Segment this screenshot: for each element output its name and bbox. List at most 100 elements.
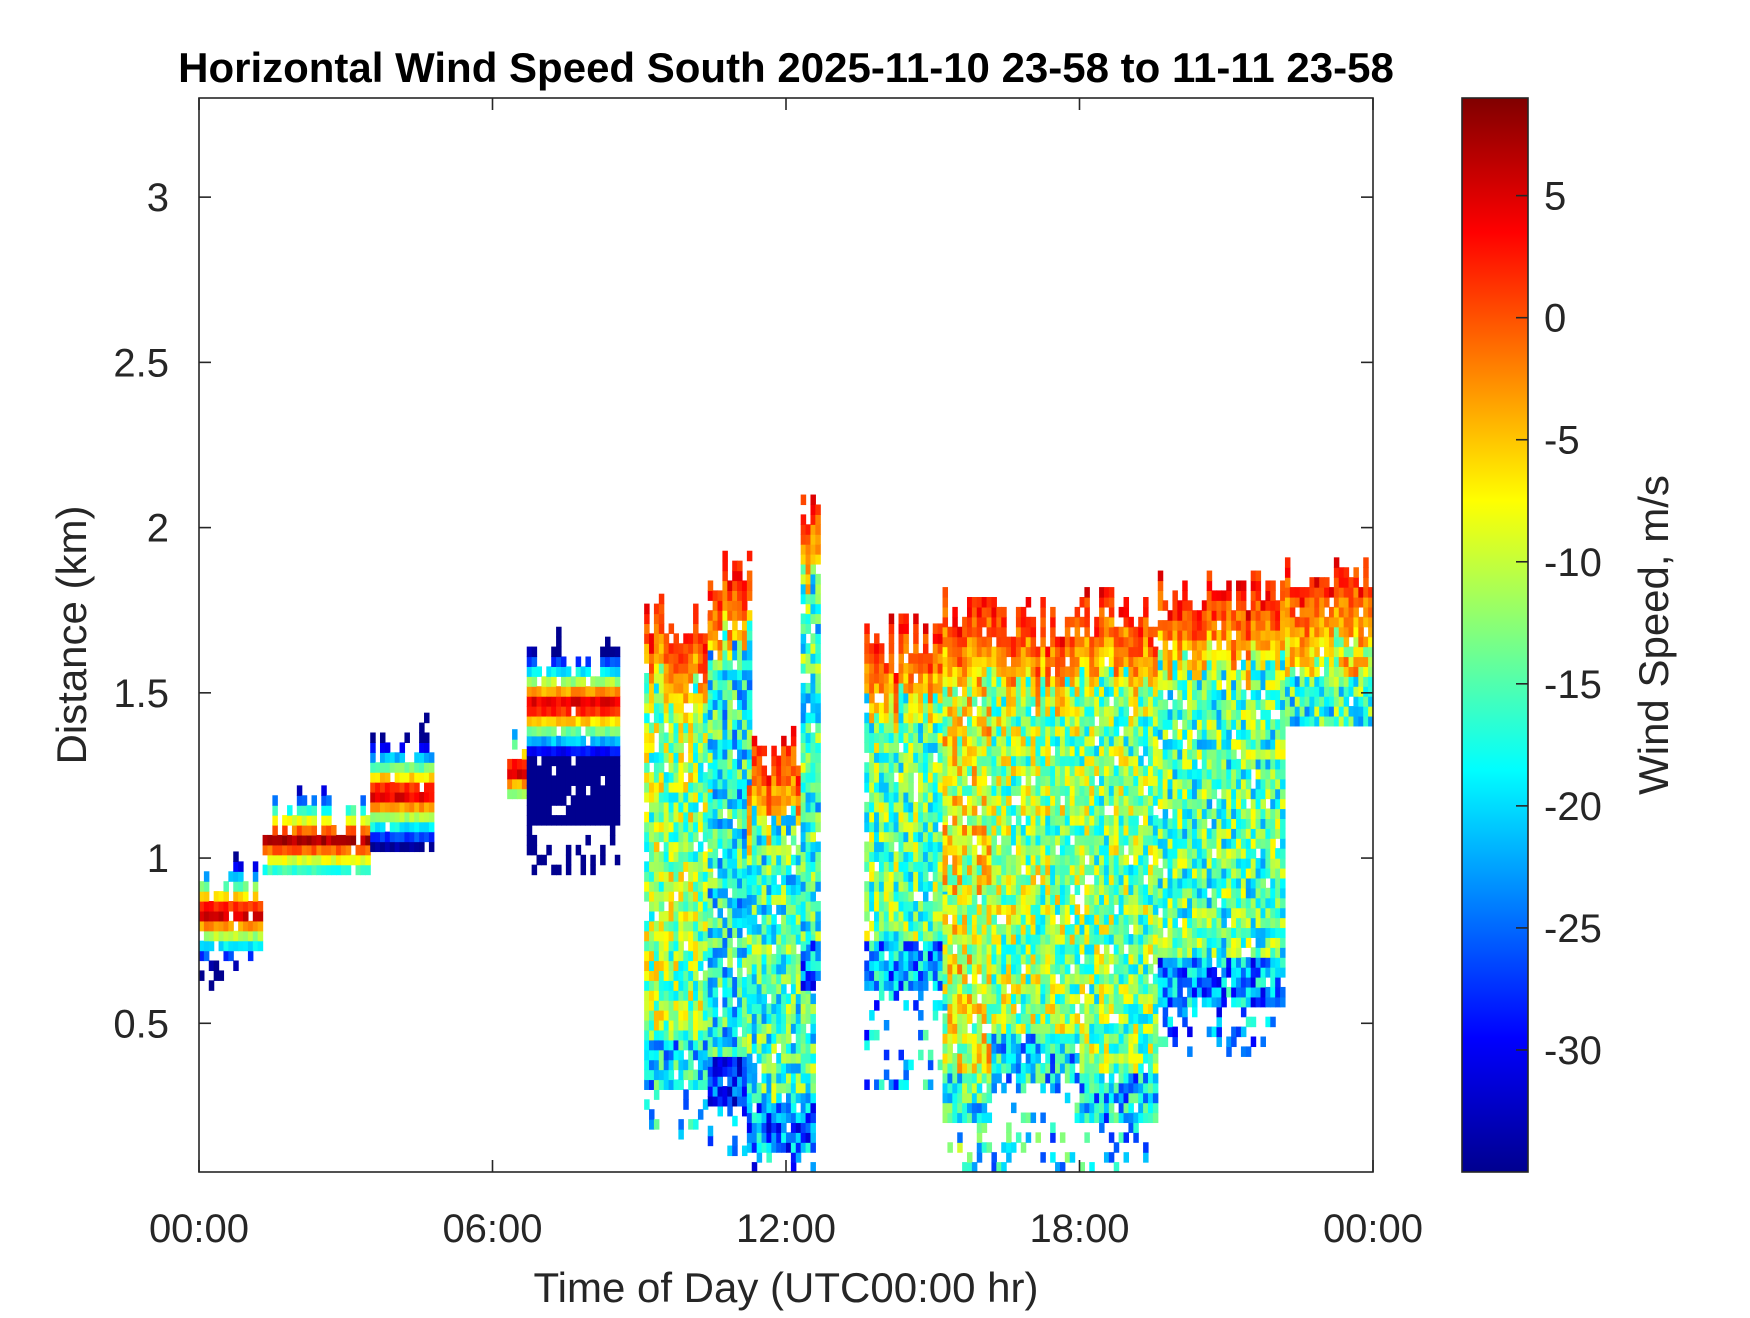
heatmap-cell bbox=[781, 785, 787, 796]
heatmap-cell bbox=[756, 795, 763, 806]
heatmap-cell bbox=[678, 762, 684, 773]
heatmap-cell bbox=[927, 673, 934, 684]
heatmap-cell bbox=[683, 633, 689, 644]
heatmap-cell bbox=[893, 970, 900, 981]
heatmap-cell bbox=[800, 653, 807, 664]
heatmap-cell bbox=[512, 768, 518, 780]
heatmap-cell bbox=[947, 1112, 953, 1124]
heatmap-cell bbox=[937, 633, 944, 644]
heatmap-cell bbox=[1006, 1023, 1012, 1034]
heatmap-cell bbox=[1011, 646, 1017, 658]
heatmap-cell bbox=[932, 722, 939, 734]
heatmap-cell bbox=[815, 762, 821, 773]
heatmap-cell bbox=[546, 745, 552, 757]
heatmap-cell bbox=[874, 950, 880, 962]
heatmap-cell bbox=[1015, 616, 1022, 628]
heatmap-cell bbox=[913, 752, 919, 763]
heatmap-cell bbox=[712, 749, 719, 760]
heatmap-cell bbox=[717, 1016, 724, 1028]
heatmap-cell bbox=[355, 864, 362, 876]
heatmap-cell bbox=[991, 934, 997, 945]
heatmap-cell bbox=[888, 722, 895, 734]
heatmap-cell bbox=[1113, 924, 1120, 935]
heatmap-cell bbox=[1045, 924, 1051, 935]
heatmap-cell bbox=[908, 742, 914, 753]
heatmap-cell bbox=[795, 795, 802, 806]
heatmap-cell bbox=[213, 901, 220, 912]
heatmap-cell bbox=[790, 775, 797, 786]
heatmap-cell bbox=[516, 768, 523, 780]
heatmap-cell bbox=[746, 719, 753, 730]
heatmap-cell bbox=[1020, 636, 1027, 648]
heatmap-cell bbox=[1103, 934, 1110, 945]
heatmap-cell bbox=[869, 742, 875, 753]
heatmap-cell bbox=[1020, 844, 1027, 856]
heatmap-cell bbox=[913, 831, 919, 843]
heatmap-cell bbox=[996, 1162, 1002, 1172]
heatmap-cell bbox=[976, 1072, 983, 1084]
heatmap-cell bbox=[1074, 914, 1081, 925]
heatmap-cell bbox=[565, 844, 572, 856]
heatmap-cell bbox=[746, 590, 753, 601]
heatmap-cell bbox=[751, 735, 758, 747]
heatmap-cell bbox=[424, 752, 430, 763]
heatmap-cell bbox=[663, 990, 670, 1001]
heatmap-cell bbox=[409, 762, 415, 773]
heatmap-cell bbox=[1020, 656, 1027, 667]
heatmap-cell bbox=[737, 739, 743, 750]
heatmap-cell bbox=[350, 854, 357, 866]
heatmap-cell bbox=[668, 990, 675, 1001]
heatmap-cell bbox=[913, 851, 919, 862]
heatmap-cell bbox=[878, 772, 885, 783]
heatmap-cell bbox=[976, 1023, 983, 1034]
heatmap-cell bbox=[1059, 1003, 1066, 1014]
heatmap-cell bbox=[976, 854, 983, 866]
heatmap-cell bbox=[1030, 676, 1037, 687]
heatmap-cell bbox=[1035, 646, 1041, 658]
heatmap-cell bbox=[1094, 805, 1100, 816]
heatmap-cell bbox=[727, 1006, 733, 1018]
heatmap-cell bbox=[947, 765, 953, 777]
heatmap-cell bbox=[702, 682, 709, 694]
heatmap-cell bbox=[673, 1079, 679, 1090]
heatmap-cell bbox=[781, 815, 787, 826]
heatmap-cell bbox=[942, 765, 949, 777]
heatmap-cell bbox=[384, 811, 391, 823]
heatmap-cell bbox=[678, 1010, 684, 1021]
heatmap-cell bbox=[957, 715, 963, 727]
heatmap-cell bbox=[697, 990, 704, 1001]
heatmap-cell bbox=[1099, 626, 1105, 638]
heatmap-cell bbox=[962, 735, 968, 747]
heatmap-cell bbox=[981, 864, 988, 876]
heatmap-cell bbox=[1011, 775, 1017, 786]
heatmap-cell bbox=[971, 894, 978, 905]
heatmap-cell bbox=[1118, 795, 1125, 806]
heatmap-cell bbox=[1040, 1013, 1046, 1024]
heatmap-cell bbox=[776, 993, 782, 1005]
heatmap-cell bbox=[526, 686, 533, 697]
heatmap-cell bbox=[238, 930, 244, 942]
heatmap-cell bbox=[751, 1043, 758, 1054]
heatmap-cell bbox=[702, 752, 709, 763]
heatmap-cell bbox=[732, 669, 738, 681]
heatmap-cell bbox=[976, 1053, 983, 1064]
heatmap-cell bbox=[766, 983, 772, 995]
heatmap-cell bbox=[991, 983, 997, 995]
heatmap-cell bbox=[546, 844, 552, 856]
heatmap-cell bbox=[311, 834, 317, 846]
heatmap-cell bbox=[737, 848, 743, 859]
heatmap-cell bbox=[786, 765, 792, 777]
heatmap-cell bbox=[756, 785, 763, 796]
heatmap-cell bbox=[1035, 844, 1041, 856]
heatmap-cell bbox=[257, 940, 264, 952]
heatmap-cell bbox=[737, 570, 743, 582]
heatmap-cell bbox=[609, 735, 616, 747]
heatmap-cell bbox=[707, 752, 714, 763]
heatmap-cell bbox=[1089, 1033, 1095, 1044]
heatmap-cell bbox=[213, 910, 220, 922]
heatmap-cell bbox=[942, 874, 949, 886]
heatmap-cell bbox=[869, 851, 875, 862]
heatmap-cell bbox=[1050, 765, 1056, 777]
heatmap-cell bbox=[1040, 626, 1046, 638]
heatmap-cell bbox=[1089, 706, 1095, 717]
